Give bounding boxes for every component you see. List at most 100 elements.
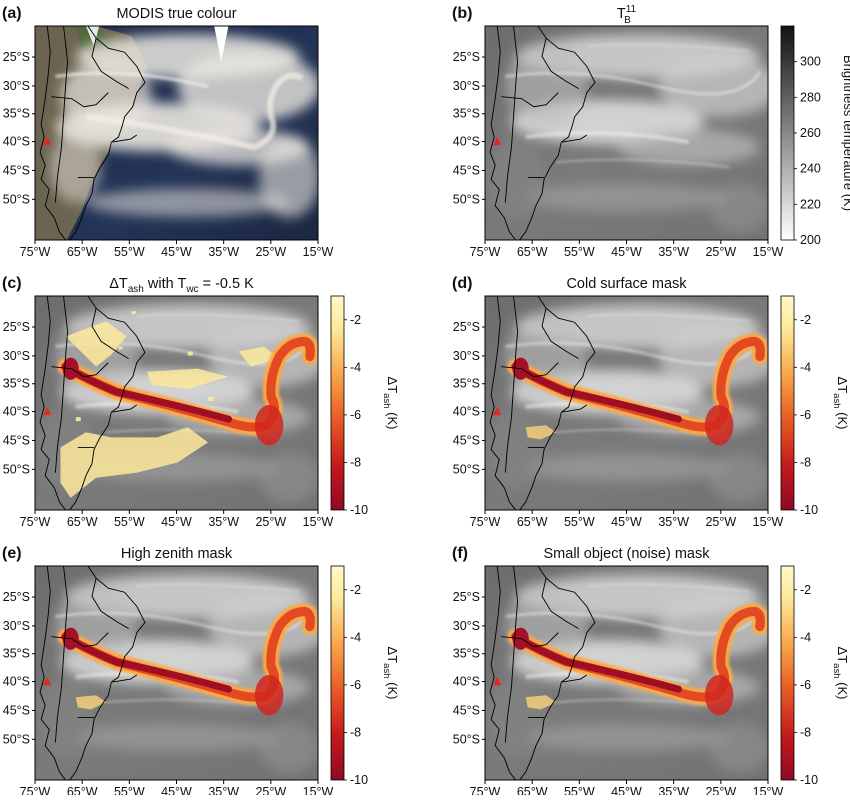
lat-tick-label: 35°S xyxy=(3,377,30,391)
lat-tick-label: 30°S xyxy=(3,619,30,633)
volcano-marker xyxy=(493,137,502,146)
colorbar-tick-label: 280 xyxy=(800,90,821,104)
lon-tick-label: 55°W xyxy=(564,515,595,529)
lon-tick-label: 15°W xyxy=(753,785,784,795)
colorbar-tick-label: -6 xyxy=(800,678,811,692)
lat-tick-label: 50°S xyxy=(3,462,30,476)
map-image xyxy=(485,26,780,240)
volcano-marker xyxy=(493,677,502,686)
colorbar: 200 220 240 260 280 300 Brightness temperature… xyxy=(780,25,850,247)
colorbar-label: ΔTash (K) xyxy=(831,377,850,430)
lat-tick-label: 40°S xyxy=(3,135,30,149)
lon-tick-label: 35°W xyxy=(208,245,239,259)
colorbar-tick-label: -8 xyxy=(350,725,361,739)
colorbar-tick-label: -4 xyxy=(350,630,361,644)
lat-tick-label: 25°S xyxy=(3,590,30,604)
colorbar-tick-label: -6 xyxy=(350,408,361,422)
lat-tick-label: 30°S xyxy=(453,619,480,633)
panel-d: (d) Cold surface mask 75°W 65°W 55°W 45°W 35°W… xyxy=(452,275,850,529)
map-image xyxy=(485,566,780,780)
map-image xyxy=(35,296,330,510)
colorbar-tick-label: -4 xyxy=(350,360,361,374)
colorbar-tick-label: -6 xyxy=(800,408,811,422)
colorbar-tick-label: -4 xyxy=(800,630,811,644)
panel-tag: (d) xyxy=(452,275,472,292)
lat-tick-label: 45°S xyxy=(453,703,480,717)
lon-tick-label: 45°W xyxy=(161,245,192,259)
lon-tick-label: 65°W xyxy=(517,515,548,529)
lon-tick-label: 55°W xyxy=(564,785,595,795)
colorbar-tick-label: 220 xyxy=(800,197,821,211)
lat-tick-label: 35°S xyxy=(453,647,480,661)
lon-tick-label: 65°W xyxy=(517,245,548,259)
colorbar: -10 -8 -6 -4 -2 ΔTash (K) xyxy=(780,565,850,787)
lon-tick-label: 75°W xyxy=(20,785,51,795)
lat-tick-label: 25°S xyxy=(453,320,480,334)
panel-title: T11 B xyxy=(617,4,637,26)
colorbar-tick-label: 240 xyxy=(800,162,821,176)
lat-tick-label: 35°S xyxy=(3,647,30,661)
panel-e: (e) High zenith mask 75°W 65°W 55°W 45°W 35°W 2… xyxy=(2,545,400,799)
lon-tick-label: 75°W xyxy=(470,785,501,795)
lon-tick-label: 45°W xyxy=(161,515,192,529)
lat-tick-label: 40°S xyxy=(453,675,480,689)
colorbar-label: Brightness temperature (K) xyxy=(841,55,850,211)
map-image xyxy=(35,566,330,780)
colorbar: -10 -8 -6 -4 -2 ΔTash (K) xyxy=(780,295,850,517)
lat-tick-label: 40°S xyxy=(3,675,30,689)
lon-tick-label: 55°W xyxy=(114,785,145,795)
lon-tick-label: 25°W xyxy=(255,785,286,795)
lat-tick-label: 25°S xyxy=(3,320,30,334)
lat-tick-label: 50°S xyxy=(453,462,480,476)
colorbar-label: ΔTash (K) xyxy=(831,647,850,700)
lon-tick-label: 75°W xyxy=(20,515,51,529)
lat-tick-label: 25°S xyxy=(3,50,30,64)
colorbar-tick-label: -6 xyxy=(350,678,361,692)
lon-tick-label: 75°W xyxy=(20,245,51,259)
lon-tick-label: 25°W xyxy=(255,245,286,259)
lat-tick-label: 45°S xyxy=(3,433,30,447)
panel-a: (a) MODIS true colour 75°W 65°W 55°W 45°W 35°W… xyxy=(2,5,334,259)
colorbar-tick-label: -10 xyxy=(350,503,368,517)
colorbar-label: ΔTash (K) xyxy=(381,647,400,700)
volcano-marker xyxy=(43,407,52,416)
colorbar-label: ΔTash (K) xyxy=(381,377,400,430)
lon-tick-label: 15°W xyxy=(753,515,784,529)
lon-tick-label: 35°W xyxy=(658,245,689,259)
map-image xyxy=(485,296,780,510)
colorbar-tick-label: -10 xyxy=(350,773,368,787)
lon-tick-label: 25°W xyxy=(255,515,286,529)
lat-tick-label: 40°S xyxy=(3,405,30,419)
lon-tick-label: 45°W xyxy=(611,515,642,529)
lon-tick-label: 65°W xyxy=(67,515,98,529)
lat-tick-label: 45°S xyxy=(453,163,480,177)
lat-tick-label: 25°S xyxy=(453,50,480,64)
map-image xyxy=(35,26,318,240)
colorbar-tick-label: 300 xyxy=(800,55,821,69)
lon-tick-label: 15°W xyxy=(303,785,334,795)
lon-tick-label: 25°W xyxy=(705,785,736,795)
lat-tick-label: 30°S xyxy=(453,349,480,363)
panel-title: ΔTash with Twc = -0.5 K xyxy=(109,276,254,295)
lon-tick-label: 65°W xyxy=(67,245,98,259)
lat-tick-label: 50°S xyxy=(3,732,30,746)
panel-f: (f) Small object (noise) mask 75°W 65°W 55°W… xyxy=(452,545,850,799)
lat-tick-label: 30°S xyxy=(3,349,30,363)
panel-tag: (b) xyxy=(452,5,472,22)
lon-tick-label: 65°W xyxy=(517,785,548,795)
lat-tick-label: 45°S xyxy=(453,433,480,447)
lon-tick-label: 25°W xyxy=(705,245,736,259)
lat-tick-label: 35°S xyxy=(453,107,480,121)
lon-tick-label: 55°W xyxy=(114,515,145,529)
lon-tick-label: 45°W xyxy=(611,785,642,795)
panel-title: Cold surface mask xyxy=(566,276,687,292)
colorbar-tick-label: -8 xyxy=(800,455,811,469)
lat-tick-label: 40°S xyxy=(453,405,480,419)
panel-tag: (f) xyxy=(452,545,468,562)
lat-tick-label: 35°S xyxy=(453,377,480,391)
panel-title: Small object (noise) mask xyxy=(544,546,711,562)
colorbar-tick-label: -2 xyxy=(350,583,361,597)
lat-tick-label: 50°S xyxy=(453,192,480,206)
lat-tick-label: 25°S xyxy=(453,590,480,604)
